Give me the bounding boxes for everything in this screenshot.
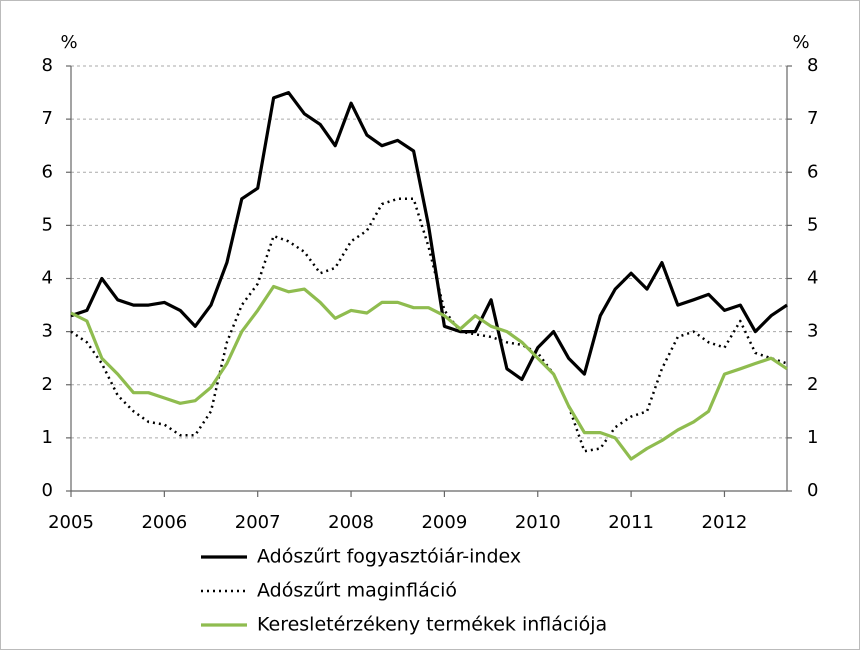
- y2-tick-label: 1: [807, 427, 818, 448]
- series-line: [70, 91, 788, 381]
- x-tick-label: 2011: [608, 512, 654, 533]
- x-tick-label: 2007: [235, 512, 281, 533]
- legend-label: Adószűrt fogyasztóiár-index: [257, 546, 521, 568]
- x-tick-label: 2005: [48, 512, 94, 533]
- y2-axis-unit: %: [792, 32, 809, 53]
- y-tick-label: 7: [42, 108, 53, 129]
- y2-tick-label: 7: [807, 108, 818, 129]
- x-tick-label: 2009: [421, 512, 467, 533]
- y-tick-label: 0: [42, 480, 53, 501]
- legend-label: Adószűrt maginfláció: [257, 580, 457, 602]
- y-tick-label: 4: [42, 268, 53, 289]
- y2-tick-label: 2: [807, 374, 818, 395]
- y2-tick-label: 8: [807, 55, 818, 76]
- x-tick-label: 2006: [141, 512, 187, 533]
- y2-tick-label: 0: [807, 480, 818, 501]
- series-line: [70, 284, 788, 461]
- legend-label: Keresletérzékeny termékek inflációja: [257, 614, 607, 636]
- y2-tick-label: 4: [807, 268, 818, 289]
- y-tick-label: 3: [42, 321, 53, 342]
- x-tick-label: 2012: [702, 512, 748, 533]
- y2-tick-label: 6: [807, 161, 818, 182]
- y2-tick-label: 5: [807, 214, 818, 235]
- y-tick-label: 6: [42, 161, 53, 182]
- y-tick-label: 5: [42, 214, 53, 235]
- x-tick-label: 2010: [515, 512, 561, 533]
- y-tick-label: 8: [42, 55, 53, 76]
- y-tick-label: 1: [42, 427, 53, 448]
- y-tick-label: 2: [42, 374, 53, 395]
- y-axis-unit: %: [60, 32, 77, 53]
- x-tick-label: 2008: [328, 512, 374, 533]
- y2-tick-label: 3: [807, 321, 818, 342]
